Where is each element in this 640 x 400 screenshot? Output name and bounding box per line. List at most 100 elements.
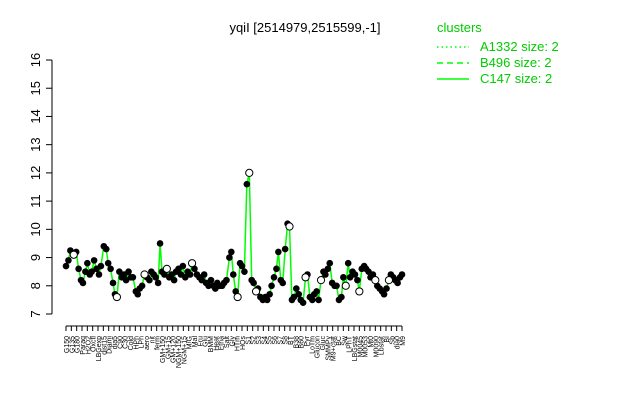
x-tick-label: M9+ctat xyxy=(331,336,338,361)
data-point xyxy=(290,293,298,301)
x-tick-label: Salt xyxy=(224,336,231,348)
data-point xyxy=(275,248,282,256)
data-point-hollow xyxy=(341,281,350,290)
x-tick-label: B60 xyxy=(299,336,306,349)
data-point xyxy=(152,274,159,281)
data-point xyxy=(200,271,208,278)
data-point xyxy=(75,265,82,273)
data-point xyxy=(102,245,110,253)
data-point xyxy=(223,276,230,284)
data-point xyxy=(398,271,406,278)
x-tick-label: LPhT xyxy=(347,335,354,352)
x-tick-label: Heat xyxy=(213,336,220,351)
data-point xyxy=(346,274,354,281)
series-line xyxy=(65,172,403,305)
data-point xyxy=(179,262,187,270)
x-tick-label: Cold xyxy=(128,336,135,351)
x-tick-label: G150 xyxy=(64,336,71,353)
x-tick-label: C30 xyxy=(123,336,130,349)
data-point-hollow xyxy=(162,264,171,273)
x-tick-label: S5 xyxy=(267,336,274,345)
data-point xyxy=(109,279,117,287)
data-point xyxy=(65,257,72,264)
data-point xyxy=(226,254,233,261)
data-point-hollow xyxy=(384,276,394,285)
x-tick-label: BMM xyxy=(208,336,215,353)
y-axis: 7 8 9 10 11 12 13 14 15 16 xyxy=(28,53,53,318)
data-point xyxy=(84,259,91,267)
data-point xyxy=(134,290,142,298)
x-tick-label: Diami xyxy=(107,336,114,354)
x-tick-label: Glu xyxy=(203,336,210,347)
data-point-hollow xyxy=(140,270,149,279)
x-tick-label: NGM+15 xyxy=(181,336,188,364)
data-point xyxy=(322,271,329,278)
x-tick-label: S2 xyxy=(251,336,258,345)
x-tick-label: BC xyxy=(336,336,343,346)
x-tick-label: GM+150 xyxy=(160,336,167,363)
x-tick-label: HTm xyxy=(235,336,242,351)
x-tick-label: LBGexp xyxy=(96,336,103,361)
data-point-hollow xyxy=(251,287,261,296)
legend-entry-b496: B496 size: 2 xyxy=(480,55,552,70)
x-tick-label: H2O2 xyxy=(85,336,92,354)
x-axis: G150G135G180ParaqH2O2OxctlLBGexpdist15Di… xyxy=(64,325,407,368)
data-point xyxy=(207,276,215,284)
data-point xyxy=(338,293,345,301)
x-tick-label: S3 xyxy=(256,336,263,345)
data-point-hollow xyxy=(316,276,326,285)
x-tick-label: Oxctl xyxy=(91,336,98,352)
x-tick-label: LoTm xyxy=(309,336,316,354)
data-point xyxy=(129,274,137,281)
y-tick-label: 10 xyxy=(28,222,43,236)
x-tick-label: Mal xyxy=(192,336,199,348)
data-point xyxy=(125,268,132,275)
legend-entry-a1332: A1332 size: 2 xyxy=(480,39,559,54)
data-point xyxy=(333,282,340,290)
x-tick-label: Gluc xyxy=(320,336,327,351)
x-tick-label: S4 xyxy=(261,336,268,345)
x-tick-label: G180 xyxy=(75,336,82,353)
x-tick-label: S8 xyxy=(283,336,290,345)
x-tick-label: G135 xyxy=(69,336,76,353)
data-point xyxy=(344,259,352,267)
data-point xyxy=(95,271,103,278)
data-point xyxy=(383,285,390,292)
x-tick-label: Pyr xyxy=(304,335,311,346)
plot-area xyxy=(62,168,406,307)
data-point xyxy=(154,279,162,287)
x-tick-label: HPh xyxy=(133,336,140,350)
x-tick-label: NGM+150 xyxy=(176,336,183,368)
x-tick-label: nit xyxy=(149,336,156,343)
y-tick-label: 11 xyxy=(28,194,43,208)
data-point xyxy=(340,274,347,281)
x-tick-label: Fru xyxy=(197,336,204,347)
x-tick-label: S7 xyxy=(277,336,284,345)
data-point xyxy=(273,265,280,273)
y-tick-label: 14 xyxy=(28,109,43,123)
y-tick-label: 15 xyxy=(28,81,43,95)
data-point xyxy=(238,262,246,270)
data-point xyxy=(309,296,316,304)
data-point xyxy=(266,290,273,298)
x-tick-label: BI xyxy=(384,336,391,343)
y-tick-label: 12 xyxy=(28,166,43,180)
data-point xyxy=(97,262,105,270)
x-tick-label: Glucon xyxy=(315,336,322,358)
x-tick-label: LPh xyxy=(139,336,146,349)
data-point-hollow xyxy=(355,287,364,296)
data-point xyxy=(326,259,334,267)
x-tick-label: S6 xyxy=(272,336,279,345)
data-point-hollow xyxy=(285,222,294,231)
data-point-hollow xyxy=(371,276,380,285)
data-point xyxy=(324,265,332,273)
y-tick-label: 8 xyxy=(28,282,43,289)
data-point xyxy=(156,240,164,247)
data-point xyxy=(241,268,248,275)
x-tick-label: C90 xyxy=(117,336,124,349)
chart-title: yqiI [2514979,2515599,-1] xyxy=(229,20,380,35)
data-point-hollow xyxy=(112,292,122,302)
data-point xyxy=(315,296,322,304)
x-tick-label: aero xyxy=(144,336,151,350)
